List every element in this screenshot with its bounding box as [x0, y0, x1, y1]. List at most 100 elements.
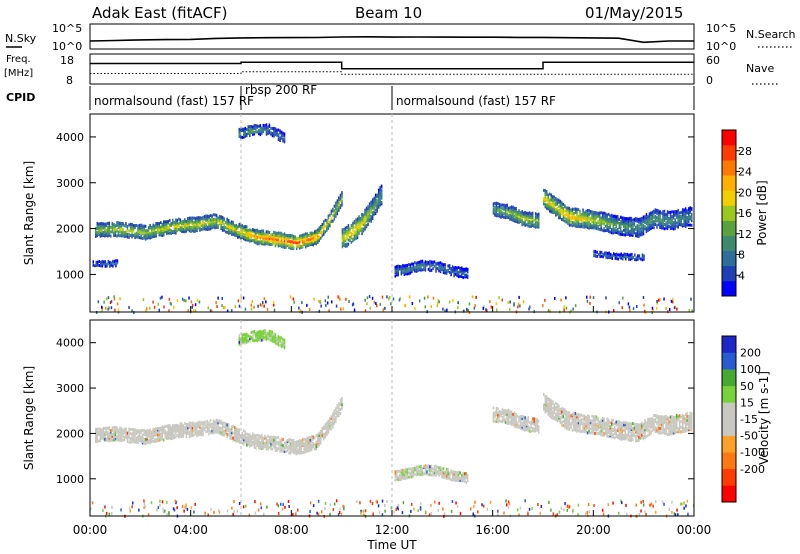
heatmap-cell: [609, 425, 611, 429]
heatmap-cell: [510, 422, 513, 426]
heatmap-cell: [332, 419, 334, 422]
heatmap-cell: [534, 429, 537, 433]
heatmap-cell: [659, 222, 661, 226]
heatmap-cell: [241, 435, 243, 439]
heatmap-cell: [288, 438, 290, 442]
heatmap-cell: [306, 244, 308, 248]
heatmap-cell: [552, 410, 554, 414]
heatmap-cell: [323, 434, 325, 438]
heatmap-cell: [119, 426, 121, 430]
heatmap-cell: [633, 426, 636, 430]
heatmap-cell: [519, 211, 522, 215]
heatmap-cell: [129, 428, 132, 431]
heatmap-cell: [412, 467, 415, 470]
heatmap-cell: [113, 430, 115, 434]
heatmap-cell: [623, 218, 625, 222]
heatmap-cell: [283, 448, 286, 452]
heatmap-cell: [303, 450, 305, 454]
heatmap-cell: [636, 217, 639, 221]
heatmap-cell: [671, 221, 673, 225]
heatmap-cell: [430, 465, 433, 469]
heatmap-cell: [215, 226, 218, 229]
heatmap-cell: [364, 298, 366, 302]
heatmap-cell: [672, 216, 675, 220]
heatmap-cell: [144, 233, 147, 237]
heatmap-cell: [104, 437, 106, 441]
heatmap-cell: [380, 192, 383, 196]
heatmap-cell: [628, 253, 630, 257]
heatmap-cell: [561, 203, 563, 207]
heatmap-cell: [111, 230, 114, 234]
heatmap-cell: [107, 221, 109, 225]
heatmap-cell: [320, 431, 322, 435]
heatmap-cell: [636, 230, 639, 234]
heatmap-cell: [624, 224, 626, 228]
heatmap-cell: [246, 332, 248, 336]
heatmap-cell: [665, 223, 667, 227]
heatmap-cell: [424, 266, 427, 270]
heatmap-cell: [371, 202, 374, 206]
heatmap-cell: [580, 215, 583, 219]
heatmap-cell: [602, 252, 604, 256]
heatmap-cell: [196, 227, 198, 231]
heatmap-cell: [366, 302, 368, 306]
heatmap-cell: [292, 442, 295, 446]
heatmap-cell: [132, 431, 135, 434]
heatmap-cell: [498, 206, 501, 210]
heatmap-cell: [623, 425, 625, 429]
heatmap-cell: [582, 429, 584, 433]
heatmap-cell: [247, 339, 249, 343]
heatmap-cell: [558, 198, 560, 202]
heatmap-cell: [552, 402, 554, 406]
heatmap-cell: [346, 244, 348, 248]
heatmap-cell: [129, 228, 132, 232]
heatmap-cell: [175, 428, 177, 432]
heatmap-cell: [594, 419, 596, 423]
heatmap-cell: [597, 422, 599, 426]
heatmap-cell: [153, 432, 156, 436]
heatmap-cell: [126, 232, 129, 236]
heatmap-cell: [314, 436, 316, 440]
heatmap-cell: [677, 211, 679, 215]
heatmap-cell: [144, 437, 147, 441]
heatmap-cell: [230, 435, 233, 439]
heatmap-cell: [629, 218, 631, 222]
heatmap-cell: [451, 476, 454, 480]
heatmap-cell: [326, 431, 328, 435]
heatmap-cell: [586, 209, 589, 212]
heatmap-cell: [510, 417, 513, 421]
heatmap-cell: [250, 303, 252, 307]
heatmap-cell: [630, 422, 633, 426]
heatmap-cell: [442, 307, 444, 311]
heatmap-cell: [255, 234, 257, 238]
heatmap-cell: [654, 210, 657, 214]
heatmap-cell: [627, 422, 630, 426]
heatmap-cell: [280, 439, 283, 443]
heatmap-cell: [150, 231, 153, 235]
heatmap-cell: [298, 447, 301, 451]
heatmap-cell: [689, 215, 691, 219]
heatmap-cell: [647, 219, 649, 223]
heatmap-cell: [335, 212, 337, 216]
heatmap-cell: [621, 220, 623, 223]
heatmap-cell: [623, 255, 625, 259]
heatmap-cell: [237, 235, 239, 239]
heatmap-cell: [622, 255, 624, 259]
heatmap-cell: [327, 429, 330, 433]
heatmap-cell: [441, 473, 443, 477]
heatmap-cell: [249, 235, 251, 239]
heatmap-cell: [126, 224, 129, 228]
heatmap-cell: [141, 231, 144, 235]
heatmap-cell: [504, 210, 507, 214]
heatmap-cell: [592, 218, 595, 222]
heatmap-cell: [412, 468, 415, 472]
heatmap-cell: [209, 422, 212, 426]
heatmap-cell: [582, 208, 584, 212]
heatmap-cell: [550, 207, 552, 211]
heatmap-cell: [635, 234, 637, 238]
heatmap-cell: [562, 206, 565, 210]
heatmap-cell: [178, 227, 180, 231]
heatmap-cell: [241, 226, 243, 229]
heatmap-cell: [252, 125, 254, 129]
heatmap-cell: [156, 433, 159, 436]
